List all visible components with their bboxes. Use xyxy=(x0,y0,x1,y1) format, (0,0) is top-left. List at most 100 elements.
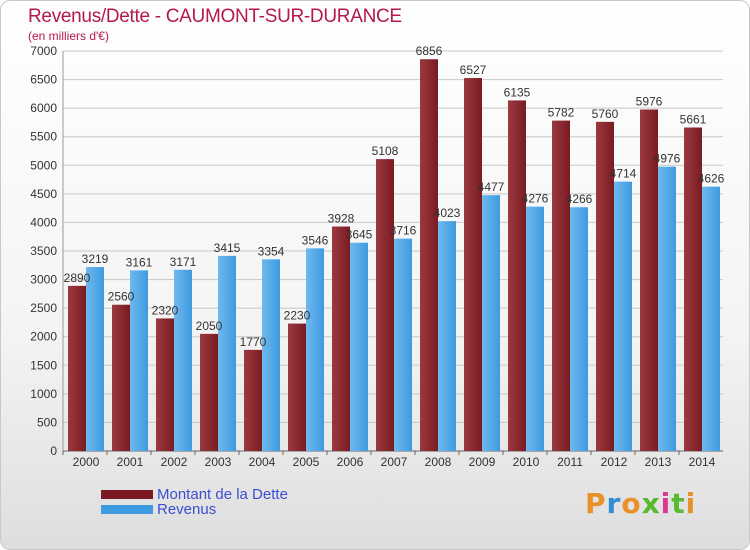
data-label-dette: 5760 xyxy=(592,107,619,121)
x-tick-label: 2009 xyxy=(469,455,496,469)
data-label-revenus: 4276 xyxy=(522,192,549,206)
x-tick-label: 2006 xyxy=(337,455,364,469)
y-tick-label: 3000 xyxy=(30,273,57,287)
legend-label-dette: Montant de la Dette xyxy=(157,486,288,503)
y-tick-label: 2500 xyxy=(30,301,57,315)
x-tick-label: 2008 xyxy=(425,455,452,469)
data-label-dette: 6856 xyxy=(416,44,443,58)
y-tick-label: 3500 xyxy=(30,244,57,258)
y-tick-label: 4000 xyxy=(30,215,57,229)
y-tick-label: 500 xyxy=(37,415,57,429)
bar-dette xyxy=(376,159,394,451)
x-tick-label: 2001 xyxy=(117,455,144,469)
y-tick-label: 1500 xyxy=(30,358,57,372)
bar-revenus xyxy=(86,267,104,451)
x-tick-label: 2012 xyxy=(601,455,628,469)
y-tick-label: 0 xyxy=(50,444,57,458)
bar-dette xyxy=(684,127,702,451)
data-label-dette: 3928 xyxy=(328,212,355,226)
bar-dette xyxy=(288,323,306,451)
y-tick-label: 7000 xyxy=(30,44,57,58)
logo-letter: r xyxy=(606,487,622,520)
bar-dette xyxy=(508,100,526,451)
bar-revenus xyxy=(526,206,544,451)
bar-revenus xyxy=(482,195,500,451)
chart-title: Revenus/Dette - CAUMONT-SUR-DURANCE xyxy=(28,6,402,27)
bar-dette xyxy=(420,59,438,451)
bar-revenus xyxy=(306,248,324,451)
bar-revenus xyxy=(218,255,236,451)
data-label-revenus: 4626 xyxy=(698,172,725,186)
data-label-revenus: 4023 xyxy=(434,206,461,220)
y-tick-label: 2000 xyxy=(30,330,57,344)
bar-dette xyxy=(464,78,482,452)
data-label-dette: 5976 xyxy=(636,95,663,109)
bar-dette xyxy=(596,121,614,451)
y-tick-label: 6500 xyxy=(30,73,57,87)
bar-revenus xyxy=(174,269,192,451)
data-label-dette: 6135 xyxy=(504,85,531,99)
data-label-dette: 6527 xyxy=(460,63,487,77)
bar-dette xyxy=(68,285,86,451)
legend-item-revenus: Revenus xyxy=(101,501,288,518)
data-label-revenus: 4976 xyxy=(654,152,681,166)
data-label-revenus: 3645 xyxy=(346,228,373,242)
data-label-revenus: 3219 xyxy=(82,252,109,266)
logo-letter: i xyxy=(660,487,672,520)
legend-label-revenus: Revenus xyxy=(157,501,217,518)
logo-letter: i xyxy=(685,487,697,520)
bar-dette xyxy=(112,304,130,451)
bar-dette xyxy=(156,318,174,451)
data-label-dette: 2230 xyxy=(284,309,311,323)
legend: Montant de la Dette Revenus xyxy=(101,486,288,518)
y-tick-label: 5500 xyxy=(30,130,57,144)
legend-swatch-dette xyxy=(101,490,153,499)
x-tick-label: 2007 xyxy=(381,455,408,469)
data-label-dette: 2560 xyxy=(108,290,135,304)
data-label-revenus: 4714 xyxy=(610,167,637,181)
data-label-dette: 5661 xyxy=(680,113,707,127)
x-tick-label: 2004 xyxy=(249,455,276,469)
bar-revenus xyxy=(570,207,588,451)
legend-swatch-revenus xyxy=(101,505,153,514)
data-label-revenus: 4477 xyxy=(478,180,505,194)
bar-dette xyxy=(332,226,350,451)
bar-revenus xyxy=(262,259,280,451)
logo-letter: P xyxy=(585,487,607,520)
data-label-dette: 5108 xyxy=(372,144,399,158)
labels-layer: 2000 2890 3219 2001 2560 3161 2002 2320 3171 2003… xyxy=(64,44,725,469)
x-tick-label: 2000 xyxy=(73,455,100,469)
data-label-dette: 5782 xyxy=(548,106,575,120)
data-label-dette: 2890 xyxy=(64,271,91,285)
x-tick-label: 2005 xyxy=(293,455,320,469)
x-tick-label: 2003 xyxy=(205,455,232,469)
bar-revenus xyxy=(658,166,676,451)
bar-revenus xyxy=(350,242,368,451)
data-label-revenus: 3171 xyxy=(170,255,197,269)
data-label-dette: 2050 xyxy=(196,319,223,333)
bar-dette xyxy=(200,333,218,451)
bar-revenus xyxy=(130,270,148,451)
bars-layer xyxy=(68,59,720,452)
x-tick-label: 2010 xyxy=(513,455,540,469)
data-label-dette: 1770 xyxy=(240,335,267,349)
proxiti-logo: Proxiti xyxy=(585,487,696,520)
y-tick-label: 4500 xyxy=(30,187,57,201)
data-label-revenus: 3354 xyxy=(258,244,285,258)
y-tick-label: 1000 xyxy=(30,387,57,401)
bar-revenus xyxy=(614,181,632,451)
x-tick-label: 2011 xyxy=(557,455,583,469)
legend-item-dette: Montant de la Dette xyxy=(101,486,288,503)
x-tick-label: 2002 xyxy=(161,455,188,469)
x-tick-label: 2014 xyxy=(689,455,716,469)
y-tick-label: 5000 xyxy=(30,158,57,172)
data-label-revenus: 3716 xyxy=(390,224,417,238)
bar-dette xyxy=(640,109,658,451)
bar-revenus xyxy=(394,238,412,451)
logo-letter: t xyxy=(671,487,686,520)
logo-letter: x xyxy=(641,487,661,520)
x-tick-label: 2013 xyxy=(645,455,672,469)
data-label-revenus: 3546 xyxy=(302,233,329,247)
